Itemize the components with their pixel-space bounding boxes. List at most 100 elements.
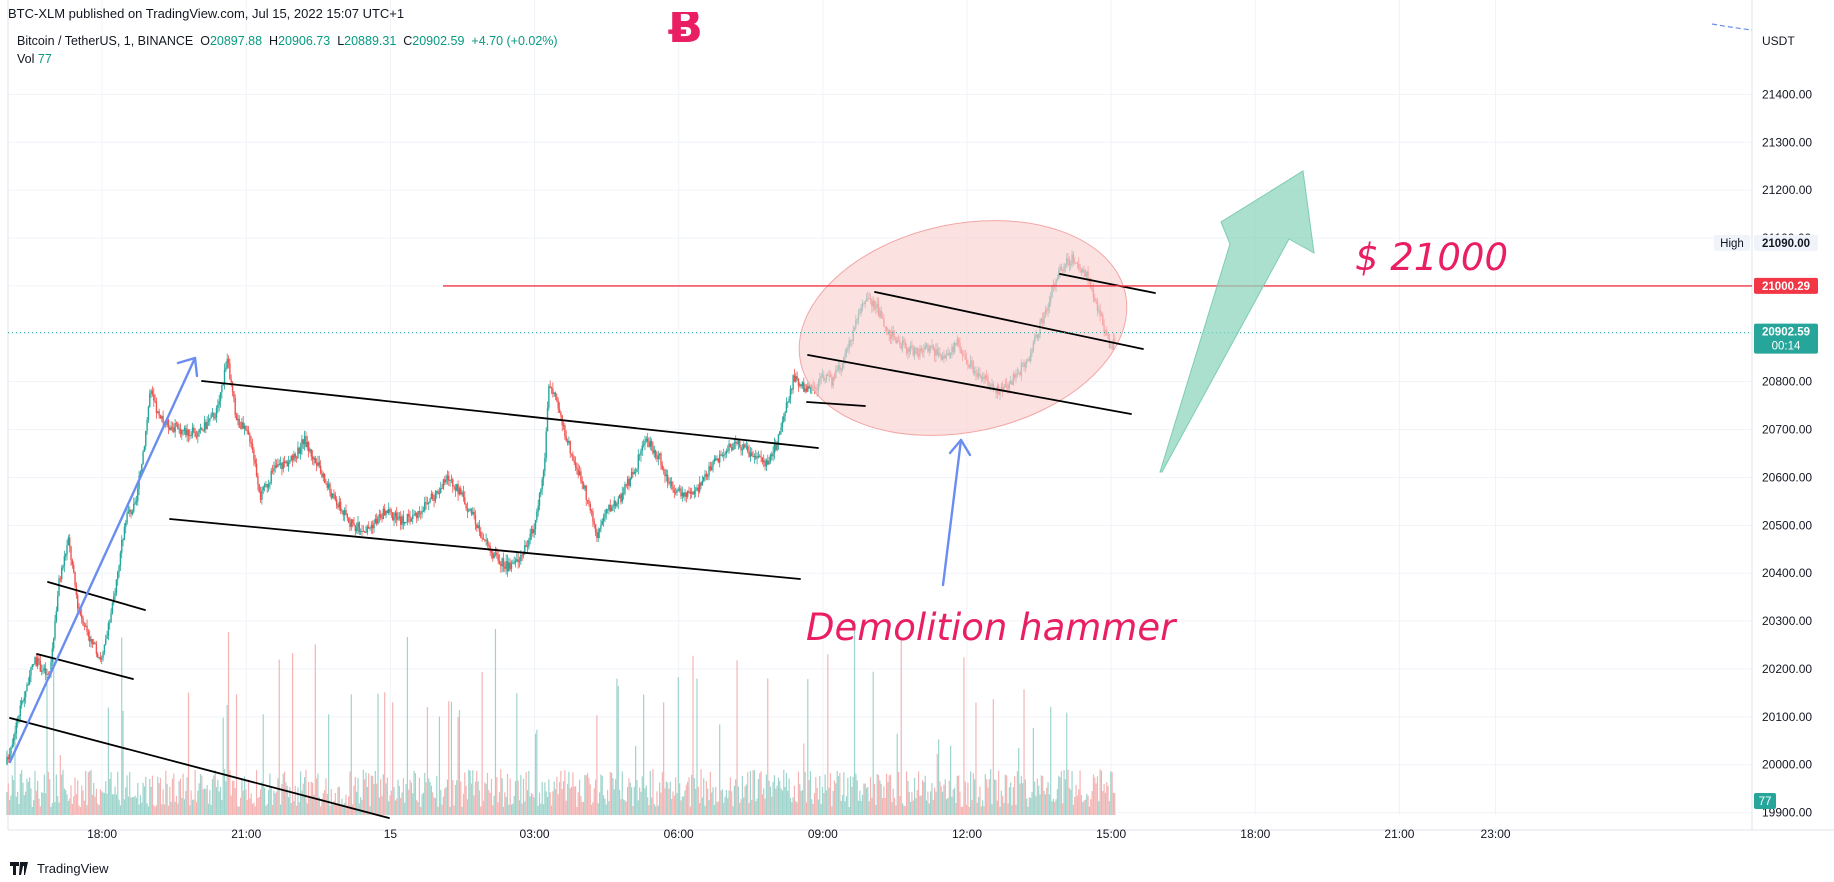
volume-bar (664, 788, 666, 815)
volume-bar (983, 806, 985, 815)
volume-bar (560, 770, 562, 815)
volume-bar (807, 679, 809, 815)
candle-body (30, 667, 32, 676)
volume-bar (776, 785, 778, 815)
volume-bar (518, 800, 521, 815)
volume-bar (1034, 781, 1036, 815)
volume-bar (669, 781, 671, 815)
volume-bar (213, 775, 215, 815)
volume-bar (901, 803, 904, 815)
volume-legend[interactable]: Vol 77 (17, 52, 52, 66)
candle-body (508, 562, 510, 572)
volume-bar (1072, 804, 1075, 815)
volume-bar (121, 637, 123, 815)
candle-body (554, 392, 557, 397)
candle-body (253, 450, 255, 460)
candle-body (482, 538, 485, 540)
volume-bar (705, 780, 707, 815)
volume-bar (118, 799, 120, 815)
volume-bar (843, 772, 845, 815)
candle-body (586, 499, 589, 501)
candle-body (365, 532, 367, 534)
volume-bar (205, 789, 207, 815)
volume-bar (354, 776, 356, 815)
volume-bar (879, 780, 881, 815)
candle-body (229, 363, 231, 380)
tradingview-footer[interactable]: TradingView (10, 861, 109, 876)
volume-bar (325, 778, 327, 815)
candle-body (807, 386, 809, 392)
volume-bar (676, 793, 678, 815)
candle-body (219, 392, 222, 402)
candle-body (616, 503, 618, 507)
volume-bar (884, 798, 886, 815)
candle-body (310, 449, 312, 457)
candle-body (233, 391, 235, 398)
volume-bar (1000, 790, 1002, 815)
volume-bar (241, 778, 243, 815)
volume-bar (671, 798, 673, 815)
candle-body (550, 387, 553, 389)
volume-bar (833, 780, 836, 815)
candle-body (338, 501, 341, 508)
candle-body (77, 595, 79, 609)
volume-bar (538, 792, 541, 815)
candle-body (626, 478, 629, 486)
volume-bar (1056, 789, 1058, 815)
ohlc-open: O20897.88 (200, 34, 263, 48)
candle-body (54, 621, 56, 639)
candle-body (772, 452, 774, 457)
volume-bar (429, 781, 431, 815)
candle-body (315, 463, 318, 466)
blue-arrow-pattern (941, 438, 963, 587)
candle-body (357, 522, 359, 528)
volume-bar (1016, 771, 1018, 815)
volume-bar (937, 739, 940, 815)
volume-bar (1006, 775, 1008, 815)
price-tick-label: 20300.00 (1762, 614, 1812, 628)
volume-bar (258, 796, 260, 815)
candle-body (685, 492, 688, 497)
volume-bar (129, 772, 131, 815)
volume-bar (602, 795, 605, 815)
volume-bar (561, 788, 563, 815)
candle-body (179, 428, 182, 435)
symbol-legend[interactable]: Bitcoin / TetherUS, 1, BINANCE O20897.88… (17, 34, 558, 48)
volume-bar (968, 806, 970, 815)
candle-body (577, 469, 579, 476)
candle-body (714, 458, 717, 461)
candle-body (522, 553, 525, 556)
volume-bar (929, 791, 932, 815)
volume-bar (897, 771, 900, 815)
volume-bar (158, 783, 160, 815)
candle-body (509, 562, 511, 569)
candle-body (119, 552, 122, 566)
candle-body (504, 566, 506, 569)
candle-body (254, 459, 256, 464)
candle-body (632, 471, 634, 475)
volume-bar (275, 791, 278, 815)
volume-bar (592, 802, 594, 815)
candle-body (637, 454, 639, 469)
volume-bar (780, 788, 782, 815)
volume-bar (246, 799, 248, 815)
candle-body (311, 456, 314, 460)
volume-bar (1104, 792, 1107, 815)
candle-body (721, 454, 724, 456)
candle-body (568, 441, 570, 443)
candle-body (155, 401, 158, 413)
candle-body (462, 492, 465, 498)
candle-body (335, 499, 338, 506)
volume-bar (445, 787, 447, 815)
volume-bar (616, 678, 618, 815)
volume-bar (146, 803, 148, 815)
candle-body (677, 489, 680, 491)
candle-body (621, 493, 623, 502)
candle-body (420, 513, 422, 515)
candle-body (379, 514, 382, 519)
volume-bar (659, 782, 661, 815)
candle-body (795, 376, 797, 382)
volume-bar (536, 729, 538, 815)
candle-body (366, 526, 369, 533)
